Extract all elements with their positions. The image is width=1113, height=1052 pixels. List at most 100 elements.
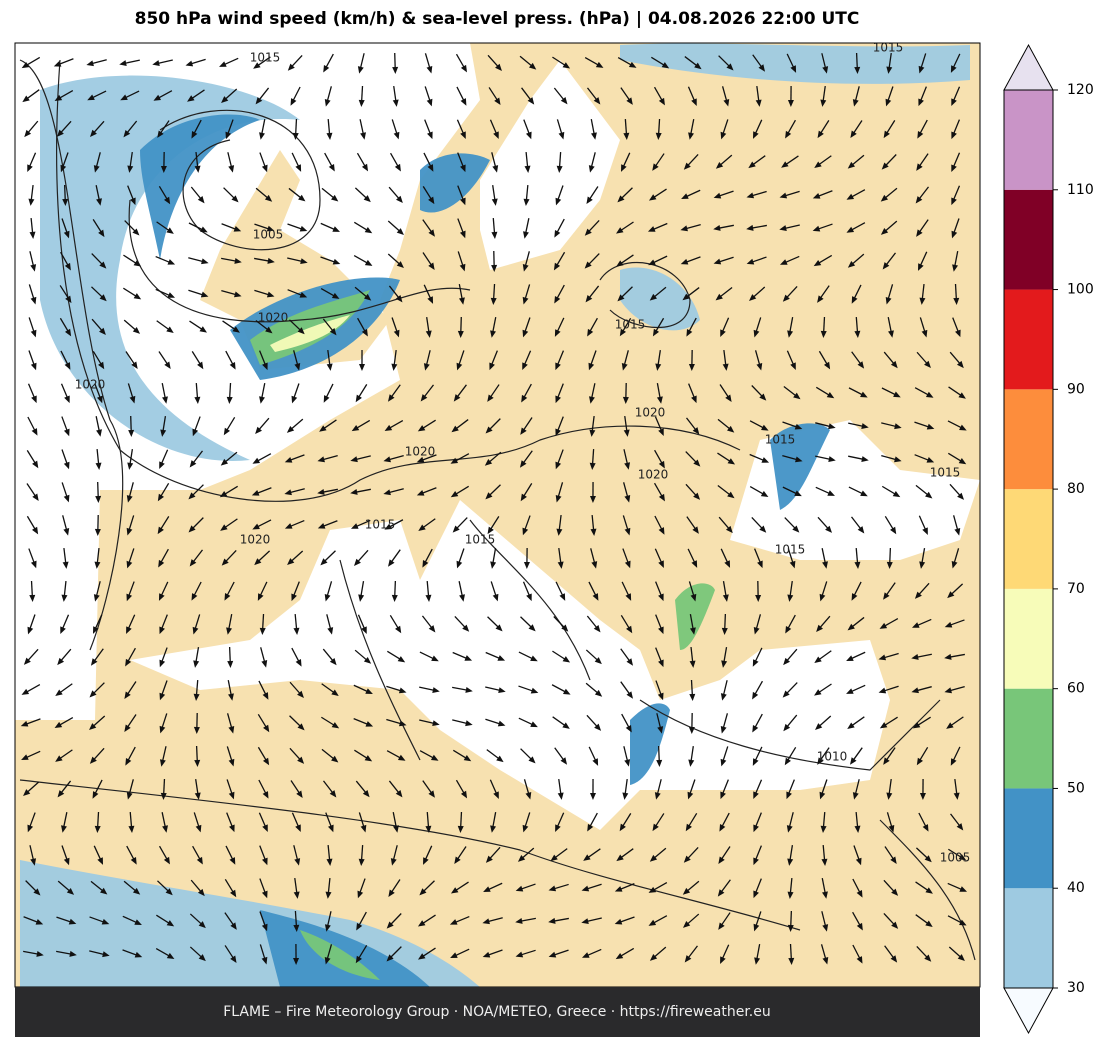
wind-arrow-head: [661, 62, 670, 69]
wind-arrow-head: [846, 655, 854, 662]
wind-arrow-head: [257, 593, 264, 601]
wind-arrow-head: [656, 396, 663, 404]
wind-arrow-head: [219, 491, 228, 498]
wind-arrow-head: [881, 162, 889, 170]
wind-arrow-head: [722, 594, 729, 602]
wind-arrow-head: [102, 951, 110, 958]
wind-arrow-head: [752, 724, 759, 733]
wind-arrow-head: [200, 291, 209, 298]
wind-arrow-head: [132, 887, 141, 895]
wind-arrow-head: [462, 624, 470, 632]
wind-arrow-head: [355, 955, 362, 964]
wind-arrow-head: [657, 726, 664, 734]
wind-arrow-head: [520, 493, 527, 502]
wind-arrow-head: [689, 660, 696, 668]
contour-label: 1015: [465, 533, 496, 547]
wind-arrow-head: [587, 328, 594, 337]
speed-area: [140, 114, 260, 260]
wind-arrow-head: [60, 164, 67, 173]
wind-arrow-head: [326, 132, 333, 140]
wind-arrow-head: [329, 328, 337, 336]
wind-arrow-head: [453, 394, 461, 402]
wind-arrow-head: [919, 561, 926, 569]
wind-arrow-head: [721, 627, 728, 635]
wind-arrow-head: [555, 362, 561, 371]
wind-arrow-head: [725, 394, 732, 403]
wind-arrow-head: [851, 296, 858, 304]
wind-arrow-head: [355, 394, 362, 403]
wind-arrow-head: [758, 64, 766, 72]
wind-arrow-head: [89, 756, 97, 764]
wind-arrow-head: [295, 164, 302, 172]
wind-arrow-head: [320, 558, 328, 566]
wind-arrow-head: [911, 654, 919, 660]
wind-arrow-head: [197, 195, 205, 204]
wind-arrow-head: [522, 824, 529, 833]
wind-arrow-head: [452, 525, 460, 533]
wind-arrow-head: [36, 950, 44, 957]
wind-arrow-head: [432, 720, 440, 727]
wind-arrow-head: [291, 395, 298, 404]
wind-arrow-head: [951, 230, 958, 239]
wind-arrow-head: [727, 491, 735, 499]
wind-arrow-head: [588, 362, 595, 371]
wind-arrow-head: [350, 523, 359, 529]
wind-arrow-head: [816, 624, 823, 633]
wind-arrow-head: [820, 825, 827, 833]
wind-arrow-head: [317, 488, 325, 495]
wind-arrow-head: [820, 330, 827, 338]
wind-arrow-head: [426, 65, 433, 74]
wind-arrow-head: [31, 526, 39, 535]
wind-arrow-head: [331, 292, 340, 299]
wind-arrow-head: [494, 97, 501, 106]
wind-arrow-head: [267, 257, 275, 264]
wind-arrow-head: [685, 823, 692, 832]
wind-arrow-head: [159, 759, 166, 767]
wind-arrow-head: [688, 132, 694, 140]
wind-arrow-head: [361, 163, 369, 172]
wind-arrow-head: [63, 494, 70, 503]
wind-arrow-head: [616, 854, 624, 862]
wind-arrow-head: [134, 919, 142, 925]
wind-arrow-head: [152, 60, 160, 67]
wind-arrow-head: [419, 888, 427, 896]
wind-arrow-head: [491, 264, 498, 272]
wind-arrow-head: [720, 791, 726, 800]
wind-arrow-head: [953, 297, 960, 305]
wind-arrow-head: [616, 260, 624, 267]
wind-arrow-head: [90, 658, 98, 666]
wind-arrow-head: [924, 855, 932, 863]
wind-arrow-head: [229, 824, 235, 833]
wind-arrow-head: [686, 329, 693, 337]
wind-arrow-head: [915, 196, 923, 204]
wind-arrow-head: [87, 94, 95, 101]
wind-arrow-head: [189, 460, 197, 468]
wind-arrow-head: [955, 329, 961, 338]
wind-arrow-head: [166, 952, 175, 959]
wind-arrow-head: [458, 297, 465, 305]
wind-arrow-head: [857, 526, 865, 534]
wind-arrow-head: [617, 195, 625, 203]
wind-arrow-head: [393, 131, 400, 140]
wind-arrow-head: [89, 690, 97, 698]
wind-arrow-head: [925, 491, 933, 499]
wind-arrow-head: [752, 131, 759, 139]
wind-arrow-head: [330, 194, 339, 202]
wind-arrow-head: [164, 361, 171, 369]
wind-arrow-head: [624, 495, 631, 503]
contour-label: 1015: [250, 51, 281, 65]
wind-arrow-head: [284, 456, 293, 463]
wind-arrow-head: [559, 593, 566, 601]
wind-arrow-head: [28, 198, 35, 206]
wind-arrow-head: [752, 659, 759, 667]
wind-arrow-head: [856, 956, 863, 964]
wind-arrow-head: [317, 456, 325, 463]
wind-arrow-head: [99, 261, 107, 269]
wind-arrow-head: [589, 462, 596, 470]
wind-arrow-head: [857, 361, 865, 369]
wind-arrow-head: [56, 129, 64, 137]
wind-arrow-head: [196, 856, 203, 865]
wind-arrow-head: [595, 61, 604, 68]
wind-arrow-head: [126, 560, 133, 569]
wind-arrow-head: [233, 225, 242, 232]
